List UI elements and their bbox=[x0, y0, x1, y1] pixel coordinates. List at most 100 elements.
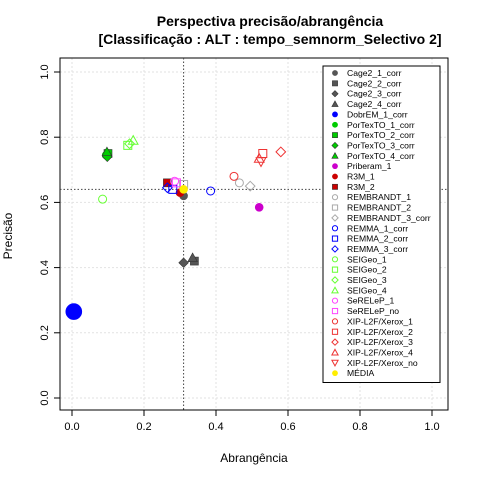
legend-marker-17 bbox=[331, 245, 339, 253]
legend-marker-27 bbox=[331, 348, 339, 356]
legend-marker-0 bbox=[332, 70, 338, 76]
legend-marker-3 bbox=[331, 100, 339, 107]
data-point-2-0 bbox=[178, 257, 189, 268]
x-tick-label: 1.0 bbox=[424, 421, 439, 433]
legend-marker-20 bbox=[331, 276, 339, 284]
legend-entry-label: DobrEM_1_corr bbox=[347, 109, 408, 119]
legend-entry-label: SEIGeo_4 bbox=[347, 285, 387, 295]
legend-entry-label: Cage2_4_corr bbox=[347, 99, 402, 109]
data-point-9-0 bbox=[254, 202, 264, 212]
legend-entry-label: SEIGeo_3 bbox=[347, 275, 387, 285]
legend-marker-1 bbox=[332, 80, 338, 87]
data-point-20-0 bbox=[124, 138, 136, 150]
data-point-12-0 bbox=[234, 178, 244, 188]
legend-marker-2 bbox=[331, 90, 339, 98]
data-point-26-0 bbox=[275, 146, 287, 158]
legend-entry-label: SeRELeP_1 bbox=[347, 296, 395, 306]
legend-entry-label: Priberam_1 bbox=[347, 161, 392, 171]
legend-marker-12 bbox=[331, 194, 339, 201]
legend-marker-4 bbox=[332, 111, 338, 118]
legend-entry-label: XIP-L2F/Xerox_3 bbox=[347, 337, 413, 347]
legend-entry-label: R3M_1 bbox=[347, 172, 375, 182]
legend-box bbox=[322, 65, 441, 383]
legend-entry-label: PorTexTO_3_corr bbox=[347, 140, 415, 150]
legend: Cage2_1_corrCage2_2_corrCage2_3_corrCage… bbox=[322, 65, 441, 383]
legend-entry-label: SEIGeo_1 bbox=[347, 254, 387, 264]
legend-entry-label: REMMA_3_corr bbox=[347, 244, 408, 254]
legend-marker-11 bbox=[332, 183, 338, 190]
legend-marker-7 bbox=[331, 141, 339, 149]
legend-marker-22 bbox=[331, 297, 339, 304]
legend-marker-19 bbox=[331, 266, 339, 273]
data-point-17-0 bbox=[161, 182, 173, 194]
legend-entry-label: XIP-L2F/Xerox_4 bbox=[347, 347, 413, 357]
legend-marker-26 bbox=[331, 338, 339, 346]
y-tick-label: 0.2 bbox=[39, 325, 51, 340]
legend-entry-label: PorTexTO_1_corr bbox=[347, 120, 415, 130]
legend-entry-label: XIP-L2F/Xerox_no bbox=[347, 358, 418, 368]
y-axis-label: Precisão bbox=[1, 212, 15, 259]
legend-entry-label: REMMA_1_corr bbox=[347, 223, 408, 233]
legend-marker-14 bbox=[331, 214, 339, 222]
chart-title-line2: [Classificação : ALT : tempo_semnorm_Sel… bbox=[98, 31, 441, 47]
x-axis-label: Abrangência bbox=[220, 451, 288, 465]
x-tick-label: 0.6 bbox=[280, 421, 295, 433]
legend-marker-21 bbox=[331, 286, 339, 294]
legend-marker-9 bbox=[332, 163, 338, 170]
legend-marker-24 bbox=[331, 318, 339, 325]
legend-marker-23 bbox=[331, 307, 339, 315]
legend-entry-label: Cage2_2_corr bbox=[347, 78, 402, 88]
data-point-18-0 bbox=[98, 194, 108, 204]
legend-entry-label: PorTexTO_2_corr bbox=[347, 130, 415, 140]
data-point-24-0 bbox=[229, 171, 239, 181]
legend-marker-5 bbox=[332, 121, 338, 128]
legend-entry-label: R3M_2 bbox=[347, 182, 375, 192]
x-tick-label: 0.8 bbox=[352, 421, 367, 433]
x-tick-label: 0.4 bbox=[208, 421, 223, 433]
data-point-15-0 bbox=[206, 186, 216, 196]
legend-entry-label: REMBRANDT_1 bbox=[347, 192, 411, 202]
data-point-22-0 bbox=[170, 176, 180, 186]
y-tick-label: 0.6 bbox=[39, 195, 51, 210]
legend-marker-6 bbox=[332, 132, 338, 138]
legend-marker-8 bbox=[331, 152, 339, 159]
legend-marker-25 bbox=[331, 328, 339, 335]
legend-entry-label: REMMA_2_corr bbox=[347, 234, 408, 244]
legend-marker-16 bbox=[331, 235, 339, 242]
legend-marker-29 bbox=[332, 370, 338, 377]
legend-marker-13 bbox=[331, 204, 339, 211]
legend-entry-label: SeRELeP_no bbox=[347, 306, 399, 316]
legend-entry-label: XIP-L2F/Xerox_1 bbox=[347, 316, 413, 326]
data-point-8-0 bbox=[101, 146, 113, 157]
legend-entry-label: XIP-L2F/Xerox_2 bbox=[347, 327, 413, 337]
data-point-29-0 bbox=[179, 185, 188, 194]
legend-marker-28 bbox=[331, 359, 339, 367]
y-tick-label: 0.8 bbox=[39, 130, 51, 145]
data-point-23-0 bbox=[171, 178, 181, 188]
y-tick-label: 0.4 bbox=[39, 260, 51, 275]
chart-title-line1: Perspectiva precisão/abrangência bbox=[157, 13, 384, 29]
legend-entry-label: REMBRANDT_2 bbox=[347, 203, 411, 213]
plot-border bbox=[59, 57, 449, 411]
data-point-4-0 bbox=[65, 303, 83, 320]
legend-entry-label: Cage2_1_corr bbox=[347, 68, 402, 78]
legend-entry-label: PorTexTO_4_corr bbox=[347, 151, 415, 161]
data-point-25-0 bbox=[258, 149, 268, 158]
legend-entry-label: REMBRANDT_3_corr bbox=[347, 213, 431, 223]
x-tick-label: 0.0 bbox=[64, 421, 79, 433]
data-point-28-0 bbox=[255, 157, 267, 168]
legend-entry-label: Cage2_3_corr bbox=[347, 89, 402, 99]
legend-entry-label: MÉDIA bbox=[347, 368, 374, 378]
y-tick-label: 0.0 bbox=[39, 390, 51, 405]
data-point-21-0 bbox=[127, 134, 139, 145]
legend-marker-18 bbox=[331, 256, 339, 263]
x-tick-label: 0.2 bbox=[136, 421, 151, 433]
legend-marker-15 bbox=[331, 225, 339, 232]
data-point-3-0 bbox=[187, 252, 198, 262]
legend-entry-label: SEIGeo_2 bbox=[347, 265, 387, 275]
legend-marker-10 bbox=[332, 173, 338, 180]
data-point-14-0 bbox=[244, 180, 256, 192]
y-tick-label: 1.0 bbox=[39, 64, 51, 79]
